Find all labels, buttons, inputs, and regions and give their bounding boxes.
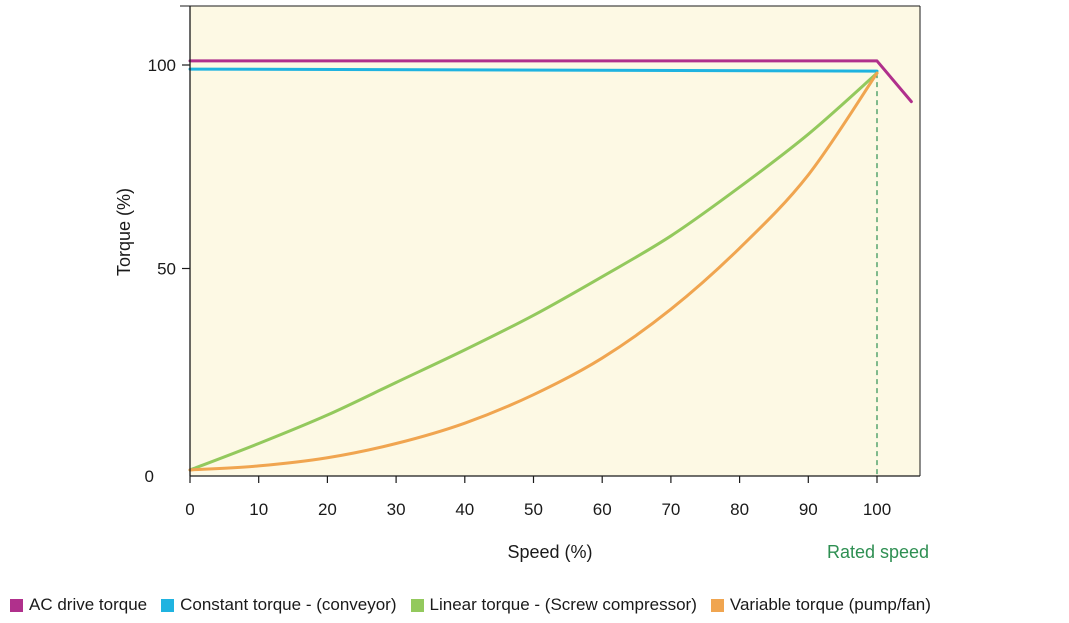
x-tick-label: 80 (730, 500, 749, 519)
x-tick-label: 90 (799, 500, 818, 519)
x-tick-label: 40 (455, 500, 474, 519)
legend-swatch-ac-drive (10, 598, 23, 612)
y-tick-label: 0 (145, 467, 154, 486)
legend-item-ac-drive: AC drive torque (10, 595, 147, 615)
legend-label-variable: Variable torque (pump/fan) (729, 595, 931, 614)
x-axis-title: Speed (%) (507, 542, 592, 562)
legend-swatch-constant (161, 598, 175, 612)
legend-item-variable: Variable torque (pump/fan) (710, 595, 931, 615)
legend-item-linear: Linear torque - (Screw compressor) (410, 595, 697, 615)
plot-background (190, 6, 920, 476)
x-tick-label: 30 (387, 500, 406, 519)
x-tick-label: 50 (524, 500, 543, 519)
x-tick-label: 70 (661, 500, 680, 519)
legend-label-linear: Linear torque - (Screw compressor) (429, 595, 697, 614)
series-line-ac-drive-torque (188, 59, 913, 104)
y-axis-title: Torque (%) (114, 188, 134, 276)
series-line-linear-torque-screw-compressor (188, 71, 879, 472)
legend-label-ac-drive: AC drive torque (29, 595, 148, 614)
x-tick-label: 100 (863, 500, 891, 519)
rated-speed-label: Rated speed (827, 542, 929, 562)
series-line-constant-torque-conveyor (188, 67, 879, 73)
legend-item-constant: Constant torque - (conveyor) (161, 595, 397, 615)
y-tick-label: 100 (148, 56, 176, 75)
legend: AC drive torque Constant torque - (conve… (10, 592, 1065, 618)
legend-label-constant: Constant torque - (conveyor) (180, 595, 397, 614)
series-line-variable-torque-pump-fan (188, 71, 879, 472)
x-tick-label: 0 (185, 500, 194, 519)
legend-swatch-variable (710, 598, 724, 612)
torque-speed-chart: 0 10 20 30 40 50 60 70 80 90 100 0 50 100 Speed (%) T… (114, 5, 929, 562)
legend-swatch-linear (410, 598, 424, 612)
x-tick-label: 10 (249, 500, 268, 519)
y-tick-label: 50 (157, 260, 176, 279)
x-tick-label: 60 (593, 500, 612, 519)
x-tick-label: 20 (318, 500, 337, 519)
